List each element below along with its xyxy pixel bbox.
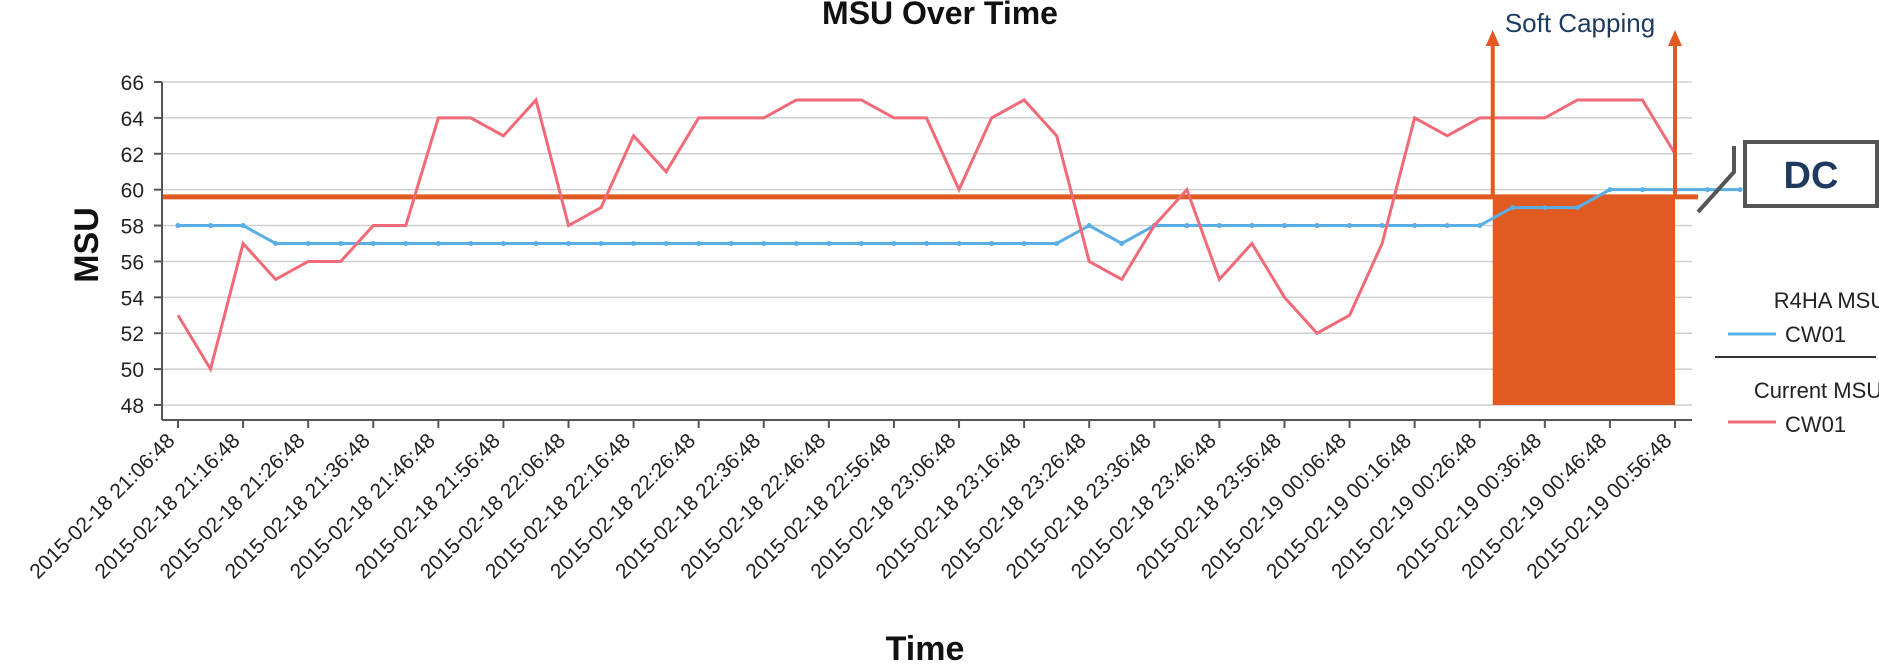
data-point-r4ha: [956, 241, 962, 246]
data-point-r4ha: [1021, 241, 1027, 246]
y-tick-label: 48: [121, 395, 144, 418]
data-point-r4ha: [435, 241, 441, 246]
data-point-r4ha: [500, 241, 506, 246]
data-point-r4ha: [1639, 187, 1645, 193]
data-point-r4ha: [403, 241, 409, 246]
data-point-r4ha: [1607, 187, 1613, 193]
data-point-r4ha: [826, 241, 832, 246]
data-point-r4ha: [1412, 223, 1418, 229]
data-point-r4ha: [1477, 223, 1483, 229]
data-point-r4ha: [240, 223, 246, 229]
data-point-r4ha: [566, 241, 572, 246]
legend-group-title-current: Current MSU: [1754, 378, 1879, 403]
data-point-r4ha: [1216, 223, 1222, 229]
legend-group-title-r4ha: R4HA MSU: [1774, 288, 1879, 313]
data-point-r4ha: [696, 241, 702, 246]
data-point-r4ha: [1347, 223, 1353, 229]
soft-capping-arrows: [1485, 30, 1682, 197]
legend-item-current-cw01: CW01: [1785, 412, 1846, 437]
y-tick-label: 60: [121, 180, 144, 203]
data-point-r4ha: [989, 241, 995, 246]
data-point-r4ha: [924, 241, 929, 246]
soft-capping-label: Soft Capping: [1505, 8, 1655, 38]
dc-callout: DC: [1696, 140, 1879, 214]
data-point-r4ha: [468, 241, 474, 246]
y-axis-title: MSU: [68, 207, 106, 283]
data-point-r4ha: [1281, 223, 1287, 229]
data-point-r4ha: [175, 223, 181, 229]
data-point-r4ha: [1444, 223, 1450, 229]
y-axis-ticks: 48 50 52 54 56 58 60 62 64 66: [121, 72, 162, 418]
data-point-r4ha: [1509, 205, 1515, 211]
data-point-r4ha: [858, 241, 864, 246]
data-point-r4ha: [338, 241, 344, 246]
data-point-r4ha: [598, 241, 604, 246]
y-tick-label: 66: [121, 72, 144, 95]
series-line-current-msu: [176, 96, 1677, 373]
data-point-r4ha: [1054, 241, 1060, 246]
data-point-r4ha: [793, 241, 799, 246]
legend: R4HA MSU CW01 Current MSU CW01: [1715, 288, 1879, 437]
data-point-r4ha: [1314, 223, 1320, 229]
data-point-r4ha: [273, 241, 279, 246]
data-point-r4ha: [1184, 223, 1190, 229]
y-tick-label: 50: [121, 359, 144, 382]
data-point-r4ha: [1249, 223, 1255, 229]
data-point-r4ha: [1705, 187, 1711, 193]
legend-item-r4ha-cw01: CW01: [1785, 322, 1846, 347]
data-point-r4ha: [1119, 241, 1125, 246]
data-point-r4ha: [305, 241, 311, 246]
data-point-r4ha: [1737, 187, 1743, 193]
x-axis-title: Time: [886, 630, 965, 665]
soft-capping-arrowhead: [1485, 30, 1500, 46]
dc-label: DC: [1784, 155, 1839, 197]
y-tick-label: 54: [121, 287, 145, 310]
data-point-r4ha: [1086, 223, 1092, 229]
data-point-r4ha: [370, 241, 376, 246]
data-point-r4ha: [208, 223, 214, 229]
data-point-r4ha: [1574, 205, 1580, 211]
y-tick-label: 58: [121, 216, 144, 239]
data-point-r4ha: [533, 241, 539, 246]
series-points-r4ha-msu: [175, 187, 1743, 246]
data-point-r4ha: [761, 241, 767, 246]
soft-capping-arrowhead: [1668, 30, 1682, 46]
y-tick-label: 64: [121, 108, 145, 131]
data-point-r4ha: [631, 241, 637, 246]
data-point-r4ha: [1379, 223, 1385, 229]
y-tick-label: 62: [121, 144, 144, 167]
y-tick-label: 52: [121, 323, 144, 346]
data-point-r4ha: [891, 241, 897, 246]
data-point-r4ha: [663, 241, 669, 246]
y-tick-label: 56: [121, 251, 144, 274]
data-point-r4ha: [1542, 205, 1548, 211]
data-point-r4ha: [728, 241, 734, 246]
soft-capping-region: [1492, 196, 1675, 405]
chart-title: MSU Over Time: [822, 0, 1058, 31]
